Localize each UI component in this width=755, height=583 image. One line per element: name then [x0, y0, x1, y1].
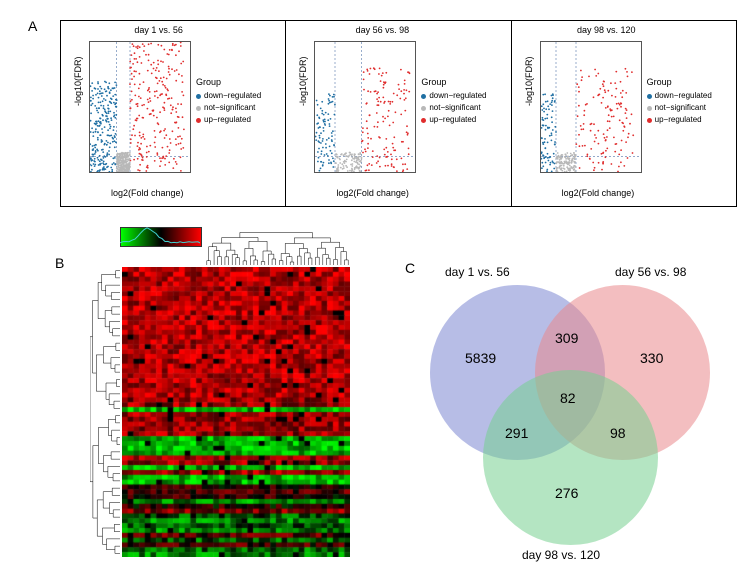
heatmap-body: [122, 267, 350, 557]
volcano-title-1: day 1 vs. 56: [134, 25, 183, 35]
heatmap-colorkey: [120, 227, 200, 257]
venn-panel: day 1 vs. 56 day 56 vs. 98 day 98 vs. 12…: [420, 260, 730, 550]
volcano-xlab-1: log2(Fold change): [111, 188, 184, 198]
heatmap-dendro-top: [205, 227, 350, 265]
volcano-title-3: day 98 vs. 120: [577, 25, 636, 35]
venn-label-a: day 1 vs. 56: [445, 265, 510, 279]
volcano-plot-3: [540, 41, 642, 173]
volcano-title-2: day 56 vs. 98: [356, 25, 410, 35]
volcano-legend-3: Group down−regulatednot−significantup−re…: [647, 76, 712, 126]
panel-label-c: C: [405, 260, 415, 276]
volcano-3: day 98 vs. 120 -log10(FDR) log2(Fold cha…: [512, 21, 736, 206]
volcano-1: day 1 vs. 56 -log10(FDR) log2(Fold chang…: [61, 21, 286, 206]
venn-bc: 98: [610, 425, 626, 441]
panel-label-b: B: [55, 255, 64, 271]
venn-only-c: 276: [555, 485, 578, 501]
venn-ab: 309: [555, 330, 578, 346]
venn-abc: 82: [560, 390, 576, 406]
volcano-xlab-2: log2(Fold change): [336, 188, 409, 198]
venn-label-c: day 98 vs. 120: [522, 548, 600, 562]
heatmap-dendro-left: [90, 267, 120, 557]
volcano-panel-row: day 1 vs. 56 -log10(FDR) log2(Fold chang…: [60, 20, 737, 207]
volcano-plot-1: [89, 41, 191, 173]
volcano-2: day 56 vs. 98 -log10(FDR) log2(Fold chan…: [286, 21, 511, 206]
venn-only-b: 330: [640, 350, 663, 366]
volcano-plot-2: [314, 41, 416, 173]
venn-ac: 291: [505, 425, 528, 441]
venn-label-b: day 56 vs. 98: [615, 265, 686, 279]
volcano-ylab-3: -log10(FDR): [524, 56, 534, 106]
volcano-legend-1: Group down−regulatednot−significantup−re…: [196, 76, 261, 126]
volcano-legend-2: Group down−regulatednot−significantup−re…: [421, 76, 486, 126]
volcano-xlab-3: log2(Fold change): [562, 188, 635, 198]
heatmap-panel: [90, 255, 350, 565]
volcano-ylab-2: -log10(FDR): [298, 56, 308, 106]
panel-label-a: A: [28, 18, 37, 34]
volcano-ylab-1: -log10(FDR): [73, 56, 83, 106]
venn-only-a: 5839: [465, 350, 496, 366]
